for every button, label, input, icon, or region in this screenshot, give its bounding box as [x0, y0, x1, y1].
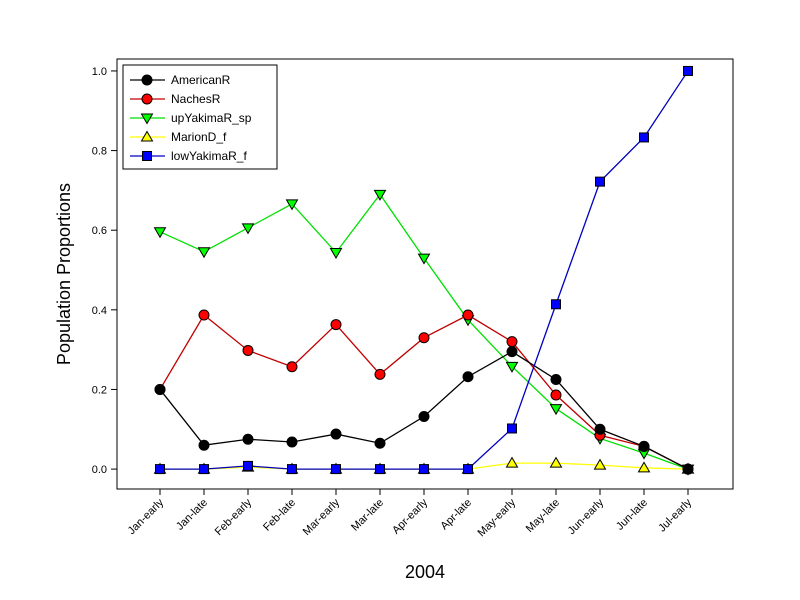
data-point — [505, 361, 519, 373]
data-point — [462, 371, 474, 383]
data-point — [551, 299, 561, 310]
x-tick-label: Feb-late — [261, 497, 298, 534]
data-point — [153, 227, 167, 239]
data-point — [241, 223, 255, 235]
data-point — [285, 199, 299, 211]
data-point — [286, 361, 298, 373]
legend-label: AmericanR — [171, 73, 231, 87]
data-point — [506, 346, 518, 358]
x-tick-label: Apr-late — [438, 497, 474, 533]
series-lowYakimaR_f — [155, 65, 693, 475]
x-tick-label: Feb-early — [213, 496, 255, 538]
plot-frame — [116, 58, 734, 490]
y-tick-label: 0.0 — [92, 464, 107, 476]
series-line — [159, 350, 689, 470]
x-tick-label: Mar-late — [349, 497, 386, 534]
data-point — [639, 132, 649, 143]
legend-entry: AmericanR — [130, 73, 231, 87]
data-point — [286, 436, 298, 448]
data-point — [418, 332, 430, 344]
legend-marker — [141, 93, 153, 105]
x-axis: Jan-early Jan-late Feb-early Feb-late Mar-ea… — [126, 489, 694, 539]
y-tick-label: 0.4 — [92, 305, 107, 317]
series-line — [159, 193, 689, 470]
data-point — [417, 253, 431, 265]
data-point — [594, 423, 606, 435]
series-NachesR — [154, 309, 694, 475]
x-tick-label: Jul-early — [656, 496, 694, 534]
legend-label: NachesR — [171, 92, 221, 106]
data-point — [682, 463, 694, 475]
legend-entry: MarionD_f — [130, 130, 227, 144]
x-tick-label: Mar-early — [301, 496, 343, 538]
data-point — [550, 389, 562, 401]
data-point — [549, 404, 563, 416]
legend-entry: upYakimaR_sp — [130, 111, 252, 125]
y-tick-label: 0.8 — [92, 146, 107, 158]
data-point — [242, 433, 254, 445]
x-tick-label: May-late — [524, 497, 562, 535]
data-point — [595, 176, 605, 187]
data-point — [375, 464, 385, 475]
series-layer — [153, 65, 695, 476]
data-point — [507, 423, 517, 434]
legend-label: lowYakimaR_f — [171, 149, 247, 163]
legend: AmericanR NachesR upYakimaR_sp MarionD_flow… — [122, 64, 278, 170]
series-AmericanR — [154, 346, 694, 475]
legend-marker — [140, 130, 154, 142]
legend-marker — [141, 74, 153, 86]
x-tick-label: Jun-early — [566, 496, 607, 537]
y-tick-label: 0.2 — [92, 384, 107, 396]
legend-marker — [140, 113, 154, 125]
data-point — [373, 189, 387, 201]
data-point — [683, 65, 693, 76]
x-axis-title: 2004 — [405, 562, 445, 582]
data-point — [243, 460, 253, 471]
data-point — [155, 464, 165, 475]
y-tick-label: 0.6 — [92, 225, 107, 237]
legend-entry: lowYakimaR_f — [130, 149, 247, 163]
x-tick-label: Jun-late — [614, 497, 650, 533]
x-tick-label: Apr-early — [390, 496, 430, 536]
data-point — [330, 319, 342, 331]
data-point — [505, 456, 519, 468]
data-point — [637, 461, 651, 473]
y-axis: 0.0 0.2 0.4 0.6 0.8 1.0 — [92, 66, 117, 476]
data-point — [331, 464, 341, 475]
x-tick-label: Jan-late — [174, 497, 210, 533]
y-tick-label: 1.0 — [92, 66, 107, 78]
data-point — [593, 458, 607, 470]
data-point — [197, 247, 211, 259]
data-point — [242, 344, 254, 356]
legend-label: upYakimaR_sp — [171, 111, 252, 125]
data-point — [462, 309, 474, 321]
data-point — [638, 440, 650, 452]
data-point — [374, 368, 386, 380]
legend-label: MarionD_f — [171, 130, 227, 144]
y-axis-title: Population Proportions — [54, 183, 74, 365]
x-tick-label: Jan-early — [126, 496, 167, 537]
x-tick-label: May-early — [475, 496, 518, 539]
data-point — [463, 464, 473, 475]
data-point — [329, 248, 343, 259]
data-point — [330, 428, 342, 440]
data-point — [419, 464, 429, 475]
data-point — [549, 456, 563, 468]
data-point — [374, 437, 386, 449]
data-point — [198, 309, 210, 321]
data-point — [199, 464, 209, 475]
data-point — [506, 336, 518, 348]
data-point — [198, 439, 210, 451]
legend-marker — [142, 151, 152, 161]
data-point — [287, 464, 297, 475]
data-point — [154, 383, 166, 395]
legend-entry: NachesR — [130, 92, 221, 106]
data-point — [418, 411, 430, 423]
data-point — [550, 374, 562, 386]
